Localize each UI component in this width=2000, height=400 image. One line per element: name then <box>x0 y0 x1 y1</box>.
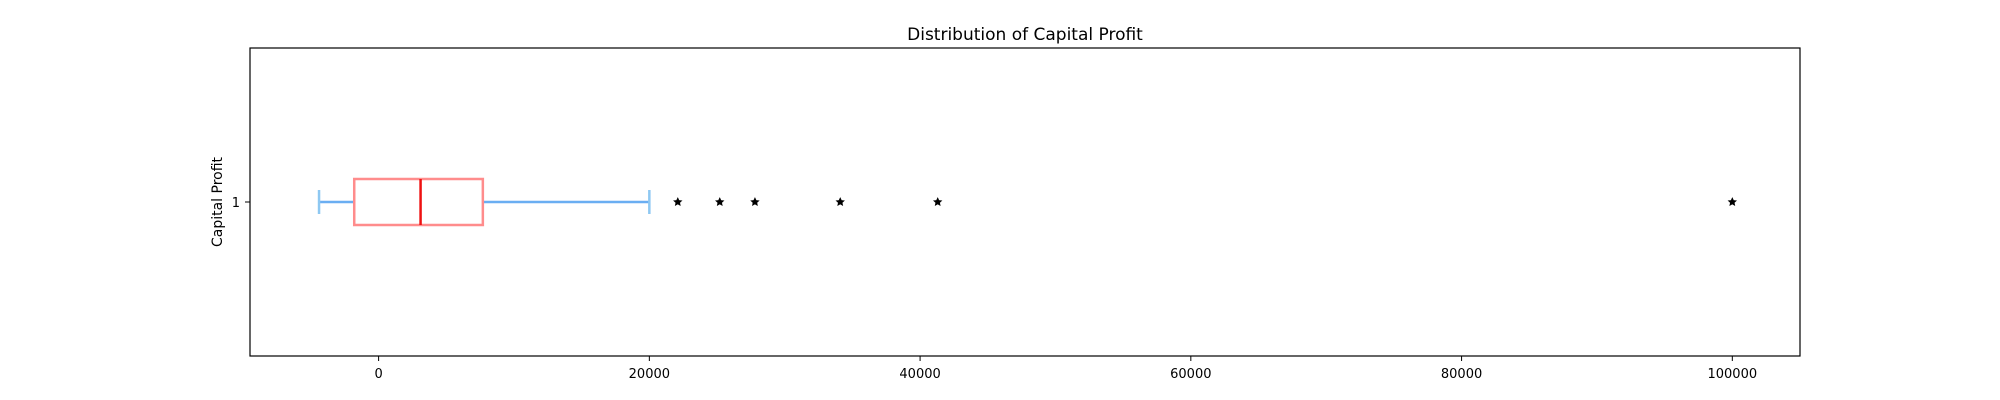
outlier-point <box>715 197 725 206</box>
x-tick-label: 40000 <box>899 367 940 382</box>
x-tick-label: 100000 <box>1707 367 1757 382</box>
outlier-points <box>673 197 1737 206</box>
y-axis-ticks: 1 <box>232 196 250 211</box>
outlier-point <box>750 197 760 206</box>
outlier-point <box>933 197 943 206</box>
box-plot-series <box>317 177 651 227</box>
y-tick-label: 1 <box>232 196 240 211</box>
x-tick-label: 80000 <box>1441 367 1482 382</box>
outlier-point <box>835 197 845 206</box>
x-tick-label: 20000 <box>629 367 670 382</box>
x-tick-label: 0 <box>374 367 382 382</box>
x-axis-ticks: 0 20000 40000 60000 80000 100000 <box>374 356 1757 382</box>
outlier-point <box>1727 197 1737 206</box>
y-axis-label: Capital Profit <box>210 156 226 247</box>
interquartile-box <box>352 177 485 227</box>
x-tick-label: 60000 <box>1170 367 1211 382</box>
chart-title: Distribution of Capital Profit <box>907 25 1143 45</box>
outlier-point <box>673 197 683 206</box>
